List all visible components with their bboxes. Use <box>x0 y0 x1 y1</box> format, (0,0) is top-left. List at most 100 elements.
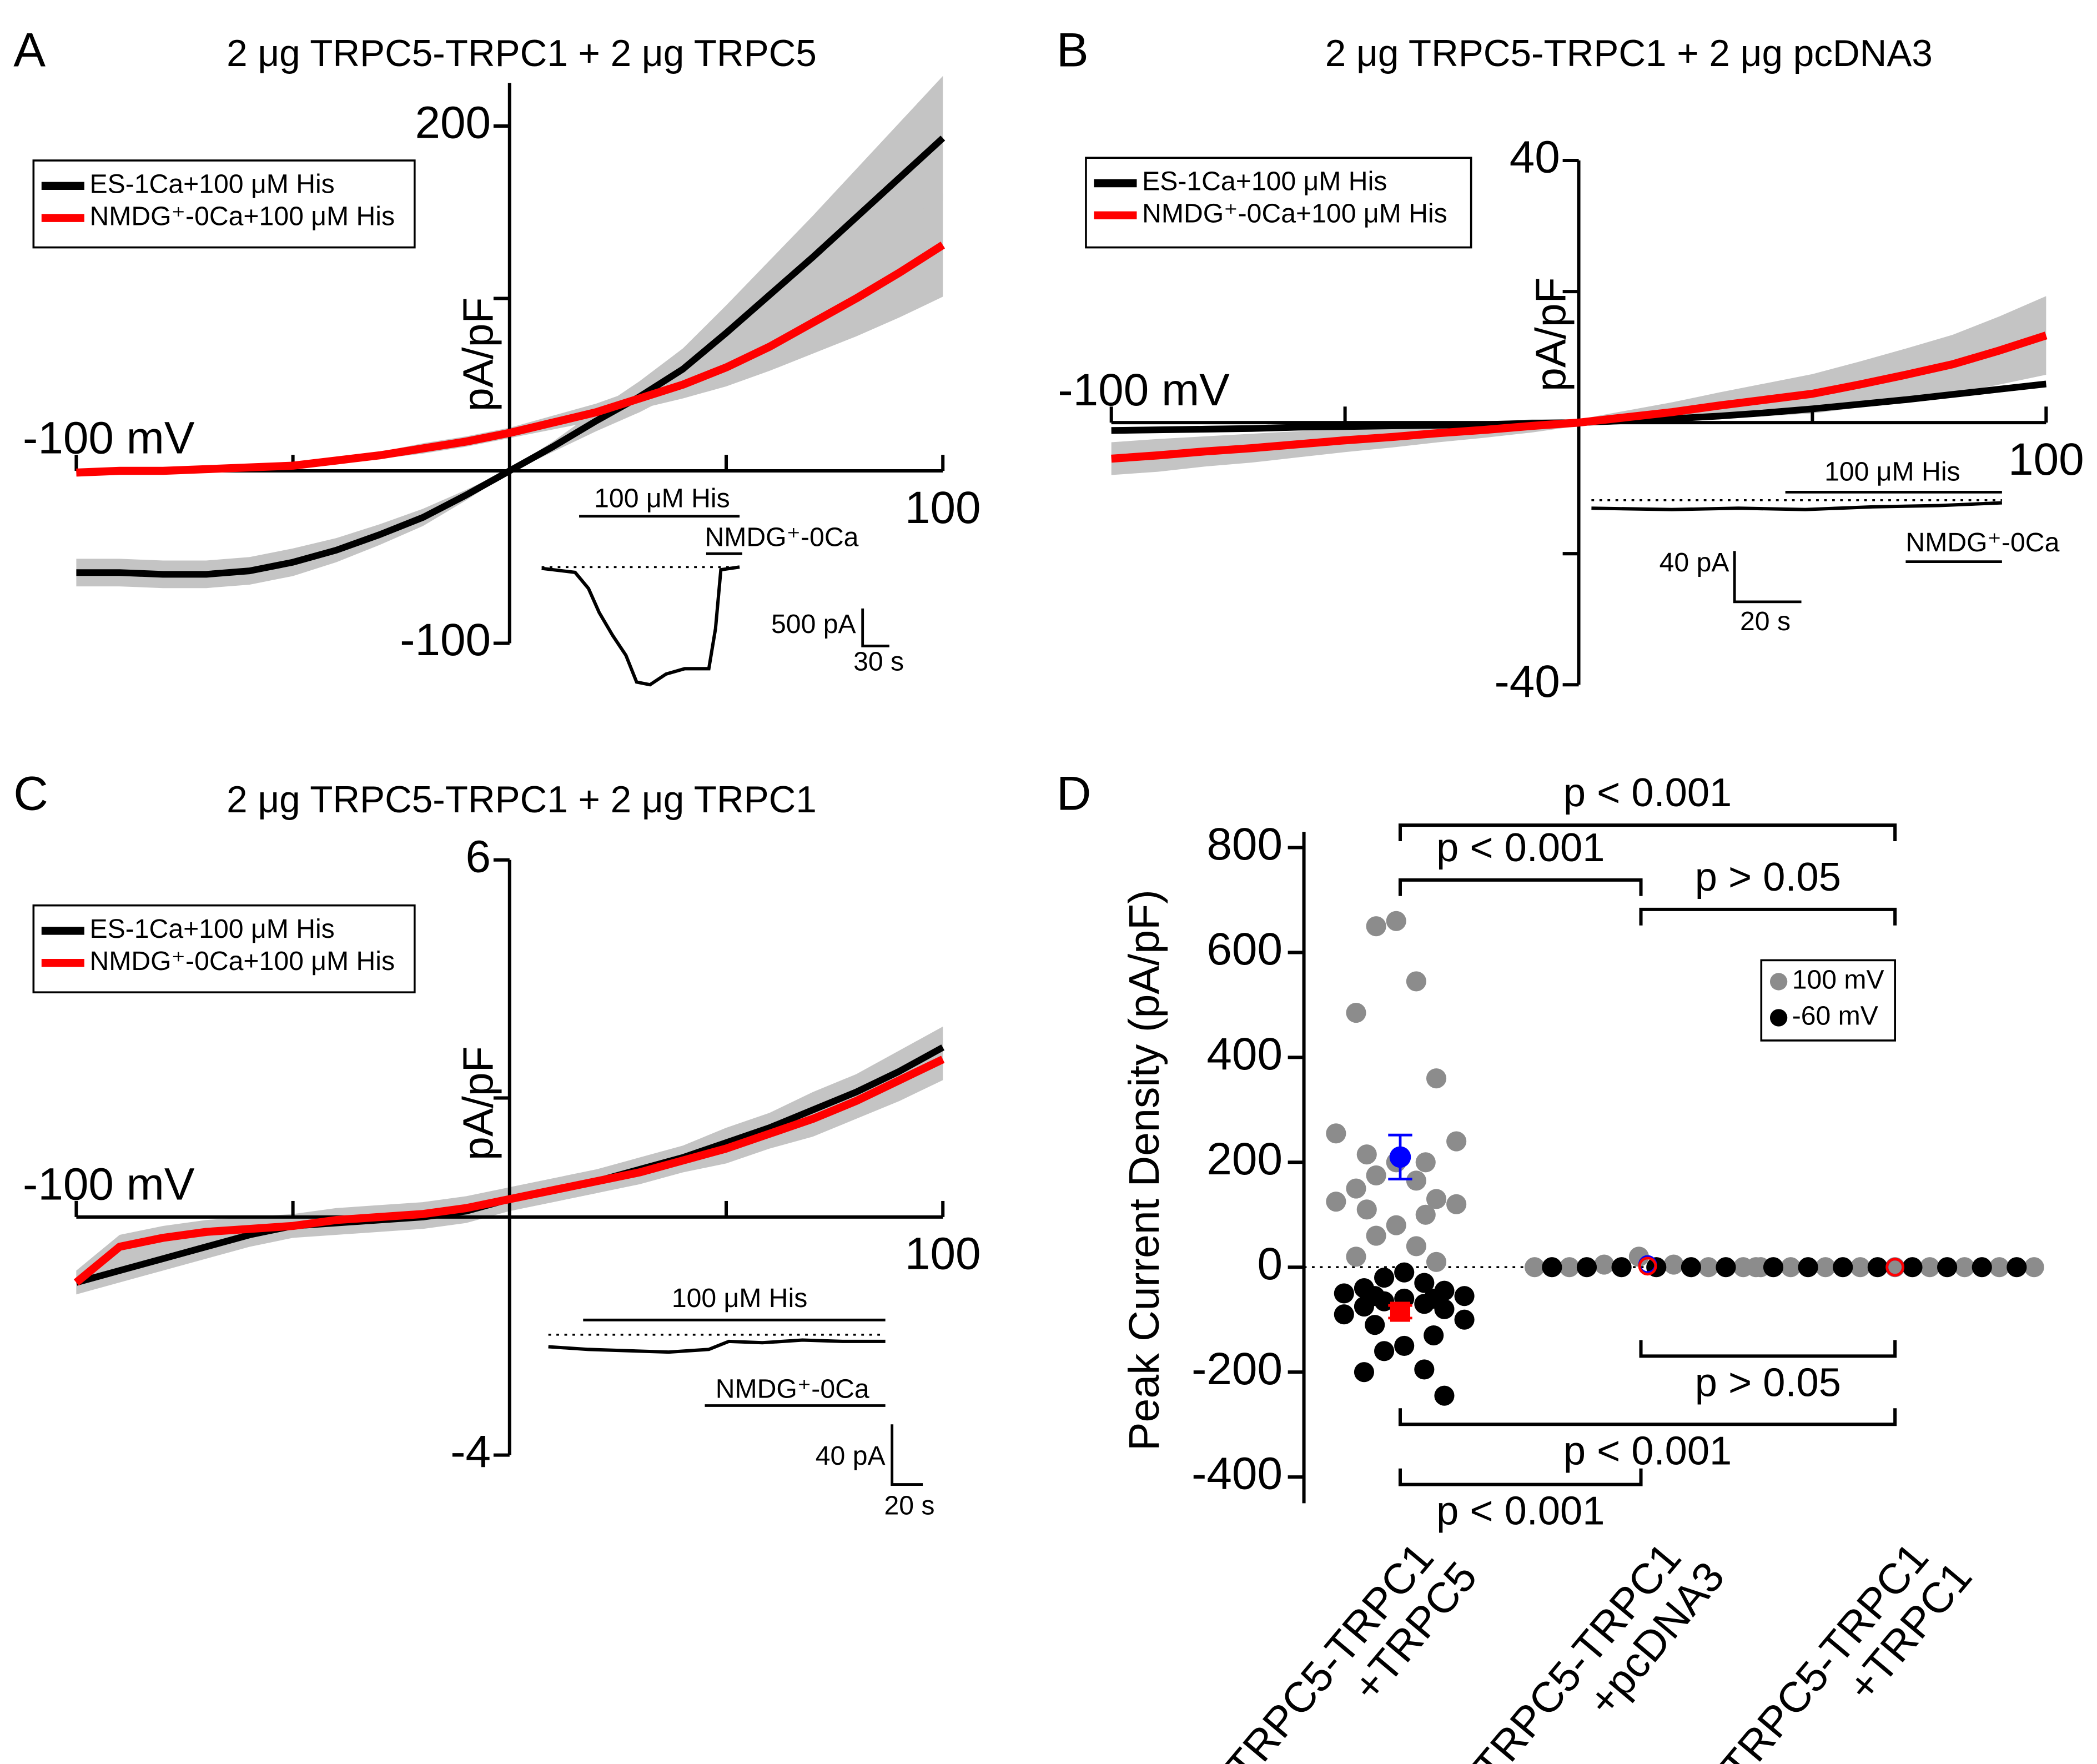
data-point <box>1867 1257 1888 1278</box>
legend-label: ES-1Ca+100 μM His <box>1142 167 1387 197</box>
x-tick-label: 100 <box>2008 434 2084 485</box>
inset-b: 100 μM His NMDG⁺-0Ca 40 pA 20 s <box>1591 456 2060 636</box>
scale-label: 20 s <box>1740 606 1791 636</box>
legend-box <box>32 904 416 994</box>
data-point <box>1815 1257 1835 1278</box>
legend-label: 100 mV <box>1792 965 1884 995</box>
scale-label: 30 s <box>853 646 904 676</box>
y-tick-label: 600 <box>1206 924 1283 974</box>
y-tick-label: -400 <box>1191 1449 1283 1499</box>
series-line <box>76 242 946 477</box>
inset-label: NMDG⁺-0Ca <box>705 522 858 552</box>
data-point <box>1972 1257 1992 1278</box>
data-point <box>1763 1257 1784 1278</box>
data-point <box>1366 1165 1386 1185</box>
legend-label: NMDG⁺-0Ca+100 μM His <box>90 201 395 231</box>
mean-marker <box>1885 1258 1905 1277</box>
data-point <box>1346 1003 1366 1023</box>
data-point <box>1424 1325 1444 1346</box>
legend-box <box>32 159 416 249</box>
data-point <box>1354 1362 1375 1383</box>
data-point <box>1434 1299 1455 1319</box>
data-point <box>1426 1252 1447 1272</box>
inset-a: 100 μM His NMDG⁺-0Ca 500 pA 30 s <box>541 484 904 687</box>
y-tick-label: 0 <box>1257 1239 1283 1289</box>
data-point <box>1524 1257 1545 1278</box>
data-point <box>1406 1170 1426 1191</box>
mean-marker <box>1390 1301 1411 1322</box>
mean-marker <box>1389 1146 1411 1168</box>
chart-title: 2 μg TRPC5-TRPC1 + 2 μg pcDNA3 <box>1325 33 1933 74</box>
y-axis-label: Peak Current Density (pA/pF) <box>1120 889 1168 1451</box>
x-tick-label: 100 <box>905 483 981 533</box>
y-tick-label: 6 <box>466 831 491 882</box>
p-value: p < 0.001 <box>1563 1429 1732 1473</box>
data-point <box>1746 1257 1766 1278</box>
p-value: p > 0.05 <box>1695 855 1841 899</box>
legend-box <box>1085 157 1472 249</box>
scale-label: 500 pA <box>771 609 857 639</box>
x-tick-label: 100 <box>905 1229 981 1279</box>
data-point <box>2024 1257 2044 1278</box>
bracket <box>1639 907 1897 926</box>
data-point <box>1414 1359 1435 1380</box>
data-point <box>1414 1294 1435 1314</box>
data-point <box>1366 916 1386 937</box>
p-value: p < 0.001 <box>1436 826 1605 870</box>
data-point <box>1559 1257 1580 1278</box>
legend-label: ES-1Ca+100 μM His <box>90 169 335 199</box>
scale-label: 20 s <box>884 1490 934 1520</box>
data-point <box>1326 1192 1346 1212</box>
data-point <box>1454 1309 1475 1330</box>
legend-label: NMDG⁺-0Ca+100 μM His <box>90 946 395 976</box>
data-point <box>1446 1194 1467 1214</box>
error-band <box>76 193 943 476</box>
scale-bar <box>861 608 889 647</box>
bracket <box>1398 1408 1897 1426</box>
inset-label: NMDG⁺-0Ca <box>716 1374 869 1404</box>
data-point <box>1594 1254 1615 1275</box>
legend-box <box>1760 959 1896 1042</box>
y-axis-label: pA/pF <box>1527 277 1575 391</box>
data-point <box>1334 1283 1354 1304</box>
error-band <box>76 1038 943 1295</box>
data-point <box>1374 1341 1395 1361</box>
data-point <box>1415 1152 1436 1173</box>
scale-label: 40 pA <box>1660 547 1730 577</box>
data-point <box>2007 1257 2027 1278</box>
data-point <box>1356 1144 1377 1165</box>
y-axis-label: pA/pF <box>455 1046 502 1160</box>
data-point <box>1334 1304 1354 1325</box>
data-point <box>1542 1257 1562 1278</box>
data-point <box>1386 1215 1406 1235</box>
mean-marker <box>1638 1257 1657 1276</box>
p-value: p > 0.05 <box>1695 1360 1841 1405</box>
data-point <box>1346 1247 1366 1267</box>
legend-swatch <box>1769 973 1788 991</box>
data-point <box>1954 1257 1975 1278</box>
x-tick-label: -100 mV <box>23 1159 195 1210</box>
data-point <box>1406 971 1426 992</box>
y-tick-label: 800 <box>1206 819 1283 870</box>
data-point <box>1663 1254 1684 1275</box>
y-tick-label: 400 <box>1206 1029 1283 1079</box>
legend-label: NMDG⁺-0Ca+100 μM His <box>1142 199 1447 229</box>
data-point <box>1394 1335 1415 1356</box>
chart-title: 2 μg TRPC5-TRPC1 + 2 μg TRPC5 <box>227 33 817 74</box>
data-point <box>1781 1257 1801 1278</box>
data-point <box>1434 1385 1455 1406</box>
y-tick-label: -40 <box>1494 656 1560 707</box>
scale-label: 40 pA <box>816 1441 886 1471</box>
y-axis-label: pA/pF <box>455 297 502 411</box>
data-point <box>1365 1315 1385 1335</box>
y-tick-label: 40 <box>1510 132 1560 183</box>
data-point <box>1394 1262 1415 1283</box>
p-value: p < 0.001 <box>1563 771 1732 815</box>
data-point <box>1681 1257 1701 1278</box>
inset-c: 100 μM His NMDG⁺-0Ca 40 pA 20 s <box>548 1283 935 1520</box>
data-point <box>1386 911 1406 931</box>
data-point <box>1576 1257 1597 1278</box>
legend-swatch <box>1769 1009 1788 1027</box>
data-point <box>1406 1236 1426 1257</box>
